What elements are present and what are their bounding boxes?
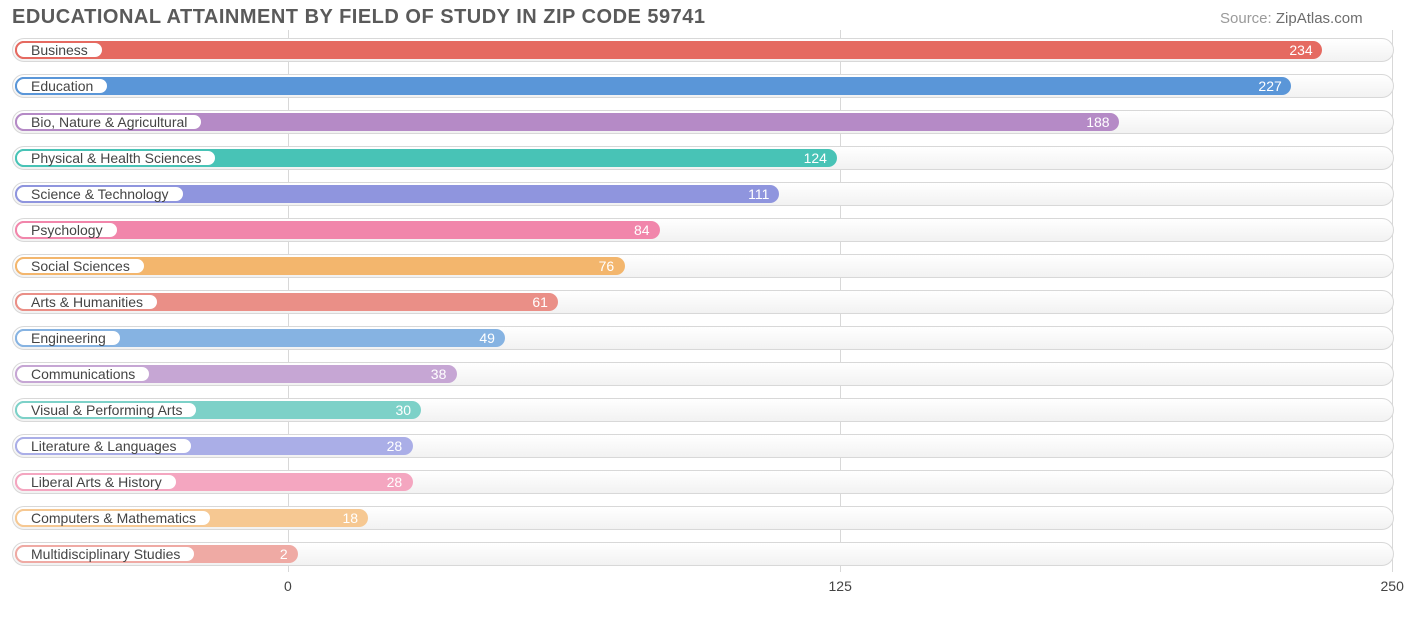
category-pill: Visual & Performing Arts	[15, 401, 198, 419]
category-label: Liberal Arts & History	[31, 474, 162, 490]
bar-value-label: 124	[804, 147, 827, 169]
bar-value-label: 30	[395, 399, 411, 421]
bar-track: Bio, Nature & Agricultural 188	[12, 110, 1394, 134]
category-pill: Education	[15, 77, 109, 95]
bar-value-label: 76	[599, 255, 615, 277]
category-label: Computers & Mathematics	[31, 510, 196, 526]
bar-value-label: 227	[1258, 75, 1281, 97]
bar-value-label: 188	[1086, 111, 1109, 133]
source-prefix: Source:	[1220, 10, 1276, 27]
bar-value-label: 234	[1289, 39, 1312, 61]
category-pill: Computers & Mathematics	[15, 509, 212, 527]
category-label: Psychology	[31, 222, 103, 238]
x-axis-tick-label: 125	[829, 578, 852, 594]
bar-value-label: 49	[479, 327, 495, 349]
chart-title: EDUCATIONAL ATTAINMENT BY FIELD OF STUDY…	[12, 6, 706, 29]
source-attribution: Source: ZipAtlas.com	[1220, 10, 1363, 27]
bar-value-label: 28	[387, 435, 403, 457]
category-pill: Literature & Languages	[15, 437, 193, 455]
bar-row: Literature & Languages 28	[12, 428, 1394, 464]
category-label: Literature & Languages	[31, 438, 177, 454]
category-label: Business	[31, 42, 88, 58]
bar-fill	[15, 41, 1322, 59]
bar-track: Visual & Performing Arts 30	[12, 398, 1394, 422]
bar-row: Education 227	[12, 68, 1394, 104]
category-label: Engineering	[31, 330, 106, 346]
category-pill: Business	[15, 41, 104, 59]
category-label: Science & Technology	[31, 186, 169, 202]
bar-value-label: 2	[280, 543, 288, 565]
bar-row: Social Sciences 76	[12, 248, 1394, 284]
category-pill: Science & Technology	[15, 185, 185, 203]
bar-row: Computers & Mathematics 18	[12, 500, 1394, 536]
category-label: Education	[31, 78, 93, 94]
bar-row: Liberal Arts & History 28	[12, 464, 1394, 500]
category-pill: Multidisciplinary Studies	[15, 545, 196, 563]
bar-track: Multidisciplinary Studies 2	[12, 542, 1394, 566]
bar-row: Physical & Health Sciences 124	[12, 140, 1394, 176]
bar-row: Visual & Performing Arts 30	[12, 392, 1394, 428]
bar-track: Liberal Arts & History 28	[12, 470, 1394, 494]
category-pill: Physical & Health Sciences	[15, 149, 217, 167]
category-pill: Bio, Nature & Agricultural	[15, 113, 203, 131]
bar-track: Psychology 84	[12, 218, 1394, 242]
bar-track: Engineering 49	[12, 326, 1394, 350]
bar-value-label: 18	[342, 507, 358, 529]
bar-row: Multidisciplinary Studies 2	[12, 536, 1394, 572]
bar-track: Physical & Health Sciences 124	[12, 146, 1394, 170]
bar-track: Education 227	[12, 74, 1394, 98]
bar-track: Computers & Mathematics 18	[12, 506, 1394, 530]
bar-row: Arts & Humanities 61	[12, 284, 1394, 320]
x-axis-tick-label: 0	[284, 578, 292, 594]
bar-value-label: 28	[387, 471, 403, 493]
category-pill: Liberal Arts & History	[15, 473, 178, 491]
category-label: Arts & Humanities	[31, 294, 143, 310]
bar-row: Communications 38	[12, 356, 1394, 392]
bar-row: Business 234	[12, 32, 1394, 68]
bar-row: Engineering 49	[12, 320, 1394, 356]
bar-track: Business 234	[12, 38, 1394, 62]
category-pill: Arts & Humanities	[15, 293, 159, 311]
category-pill: Psychology	[15, 221, 119, 239]
bar-row: Psychology 84	[12, 212, 1394, 248]
bar-value-label: 61	[532, 291, 548, 313]
category-label: Visual & Performing Arts	[31, 402, 182, 418]
category-pill: Engineering	[15, 329, 122, 347]
chart-container: { "title": { "text": "EDUCATIONAL ATTAIN…	[0, 0, 1406, 631]
bar-fill	[15, 77, 1291, 95]
category-label: Bio, Nature & Agricultural	[31, 114, 187, 130]
plot-area: 0125250Business234Education227Bio, Natur…	[12, 30, 1394, 600]
bar-track: Literature & Languages 28	[12, 434, 1394, 458]
bar-value-label: 84	[634, 219, 650, 241]
category-label: Social Sciences	[31, 258, 130, 274]
category-pill: Communications	[15, 365, 151, 383]
bar-track: Social Sciences 76	[12, 254, 1394, 278]
bar-row: Science & Technology 111	[12, 176, 1394, 212]
category-pill: Social Sciences	[15, 257, 146, 275]
bar-track: Arts & Humanities 61	[12, 290, 1394, 314]
bar-track: Science & Technology 111	[12, 182, 1394, 206]
bar-value-label: 111	[748, 183, 769, 205]
bar-track: Communications 38	[12, 362, 1394, 386]
category-label: Communications	[31, 366, 135, 382]
x-axis-tick-label: 250	[1381, 578, 1404, 594]
bar-row: Bio, Nature & Agricultural 188	[12, 104, 1394, 140]
category-label: Physical & Health Sciences	[31, 150, 201, 166]
bar-value-label: 38	[431, 363, 447, 385]
category-label: Multidisciplinary Studies	[31, 546, 180, 562]
source-name: ZipAtlas.com	[1276, 10, 1363, 27]
